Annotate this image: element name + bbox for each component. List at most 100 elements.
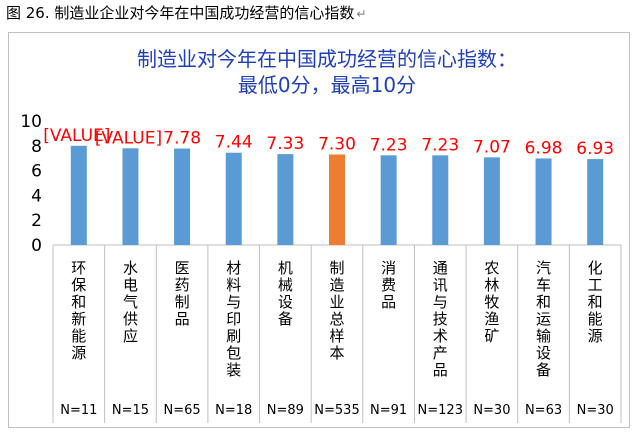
category-label-char: 样 — [329, 327, 344, 345]
category-label-char: 设 — [536, 344, 551, 362]
y-tick-label: 10 — [20, 112, 42, 132]
category-label-char: 包 — [226, 344, 241, 362]
category-label: 消费品 — [381, 259, 396, 311]
sample-size-label: N=18 — [215, 403, 252, 418]
category-label: 汽车和运输设备 — [536, 259, 551, 379]
data-label: 7.44 — [215, 133, 253, 153]
category-label: 水电气供应 — [123, 259, 138, 345]
category-label-char: 保 — [71, 276, 86, 294]
category-label-char: 产 — [433, 344, 448, 362]
category-label-char: 能 — [71, 327, 86, 345]
category-label-char: 本 — [329, 344, 344, 362]
category-label-char: 消 — [381, 259, 396, 277]
bars — [70, 145, 604, 245]
category-label-char: 造 — [329, 276, 344, 294]
category-label-char: 讯 — [433, 276, 448, 294]
sample-size-label: N=63 — [525, 403, 562, 418]
category-label-char: 气 — [123, 293, 138, 311]
chart-title: 制造业对今年在中国成功经营的信心指数：最低0分，最高10分 — [137, 47, 517, 97]
category-label-char: 源 — [588, 327, 603, 345]
category-label-char: 业 — [329, 293, 344, 311]
category-label-char: 医 — [175, 259, 190, 277]
category-label-char: 运 — [536, 310, 551, 328]
bar — [432, 155, 449, 245]
category-label: 化工和能源 — [588, 259, 603, 345]
category-label-char: 供 — [123, 310, 138, 328]
category-label-char: 林 — [484, 276, 499, 294]
category-label-char: 新 — [71, 310, 86, 328]
data-label: 6.93 — [576, 139, 614, 159]
bar — [277, 154, 294, 245]
bar — [225, 152, 242, 245]
bar — [483, 157, 500, 245]
category-label-char: 源 — [71, 344, 86, 362]
category-label-char: 料 — [226, 276, 241, 294]
category-label: 环保和新能源 — [71, 259, 86, 362]
data-label: [VALUE] — [95, 128, 162, 148]
bar — [587, 159, 604, 245]
y-tick-label: 2 — [31, 211, 42, 231]
data-label: 7.07 — [473, 137, 511, 157]
bar — [329, 154, 345, 245]
category-label-char: 机 — [278, 259, 293, 277]
category-label-char: 农 — [484, 259, 499, 277]
bar — [70, 145, 87, 245]
bar-chart: 制造业对今年在中国成功经营的信心指数：最低0分，最高10分 0 2 4 6 8 10 [V… — [20, 47, 622, 423]
category-label: 农林牧渔矿 — [484, 259, 499, 345]
category-label-char: 工 — [588, 276, 603, 294]
data-label: 7.23 — [421, 135, 459, 155]
bar — [380, 155, 397, 245]
sample-size-label: N=11 — [60, 403, 97, 418]
category-label-char: 术 — [433, 327, 448, 345]
data-label: 7.33 — [266, 134, 304, 154]
category-label-char: 品 — [381, 293, 396, 311]
bar — [174, 148, 191, 245]
category-label-char: 应 — [123, 327, 138, 345]
caption-text: 图 26. 制造业企业对今年在中国成功经营的信心指数 — [6, 4, 355, 22]
sample-size-label: N=30 — [473, 403, 510, 418]
data-labels: [VALUE][VALUE] 7.78 7.44 7.33 7.30 7.23 7.23 7.… — [43, 126, 614, 159]
category-label: 材料与印刷包装 — [226, 259, 241, 379]
category-label-char: 牧 — [484, 293, 499, 311]
sample-size-label: N=15 — [112, 403, 149, 418]
category-label-char: 环 — [71, 259, 86, 277]
data-label: [VALUE] — [43, 126, 110, 146]
category-label-char: 药 — [175, 276, 190, 294]
data-label: 6.98 — [525, 138, 563, 158]
sample-size-label: N=123 — [418, 403, 463, 418]
category-label-char: 渔 — [484, 310, 499, 328]
category-label: 制造业总样本 — [329, 259, 344, 362]
category-label-char: 和 — [588, 293, 603, 311]
category-label-char: 车 — [536, 276, 551, 294]
figure-caption: 图 26. 制造业企业对今年在中国成功经营的信心指数 ↵ — [6, 2, 366, 23]
category-label-char: 化 — [588, 259, 603, 277]
data-label: 7.30 — [318, 134, 356, 154]
category-label-char: 制 — [175, 293, 190, 311]
data-label: 7.78 — [163, 129, 201, 149]
category-labels: 环保和新能源水电气供应医药制品材料与印刷包装机械设备制造业总样本消费品通讯与技术… — [71, 259, 602, 379]
category-label: 通讯与技术产品 — [433, 259, 448, 379]
paragraph-mark-icon: ↵ — [356, 7, 367, 21]
bar — [122, 148, 139, 245]
category-label-char: 能 — [588, 310, 603, 328]
category-label-char: 制 — [329, 259, 344, 277]
category-label-char: 输 — [536, 327, 551, 345]
data-label: 7.23 — [370, 135, 408, 155]
y-tick-label: 0 — [31, 236, 42, 256]
category-label-char: 品 — [175, 310, 190, 328]
category-label-char: 和 — [71, 293, 86, 311]
y-axis: 0 2 4 6 8 10 — [20, 112, 622, 423]
category-label-char: 械 — [278, 276, 293, 294]
category-label-char: 费 — [381, 276, 396, 294]
sample-size-label: N=89 — [267, 403, 304, 418]
category-label-char: 与 — [433, 293, 448, 311]
category-label-char: 汽 — [536, 259, 551, 277]
y-tick-label: 4 — [31, 186, 42, 206]
category-label-char: 材 — [226, 259, 241, 277]
category-label-char: 印 — [226, 310, 241, 328]
category-label-char: 装 — [226, 361, 241, 379]
sample-size-label: N=65 — [164, 403, 201, 418]
category-label-char: 备 — [536, 361, 551, 379]
category-label-char: 备 — [278, 310, 293, 328]
chart-title-line: 制造业对今年在中国成功经营的信心指数： — [137, 47, 517, 71]
